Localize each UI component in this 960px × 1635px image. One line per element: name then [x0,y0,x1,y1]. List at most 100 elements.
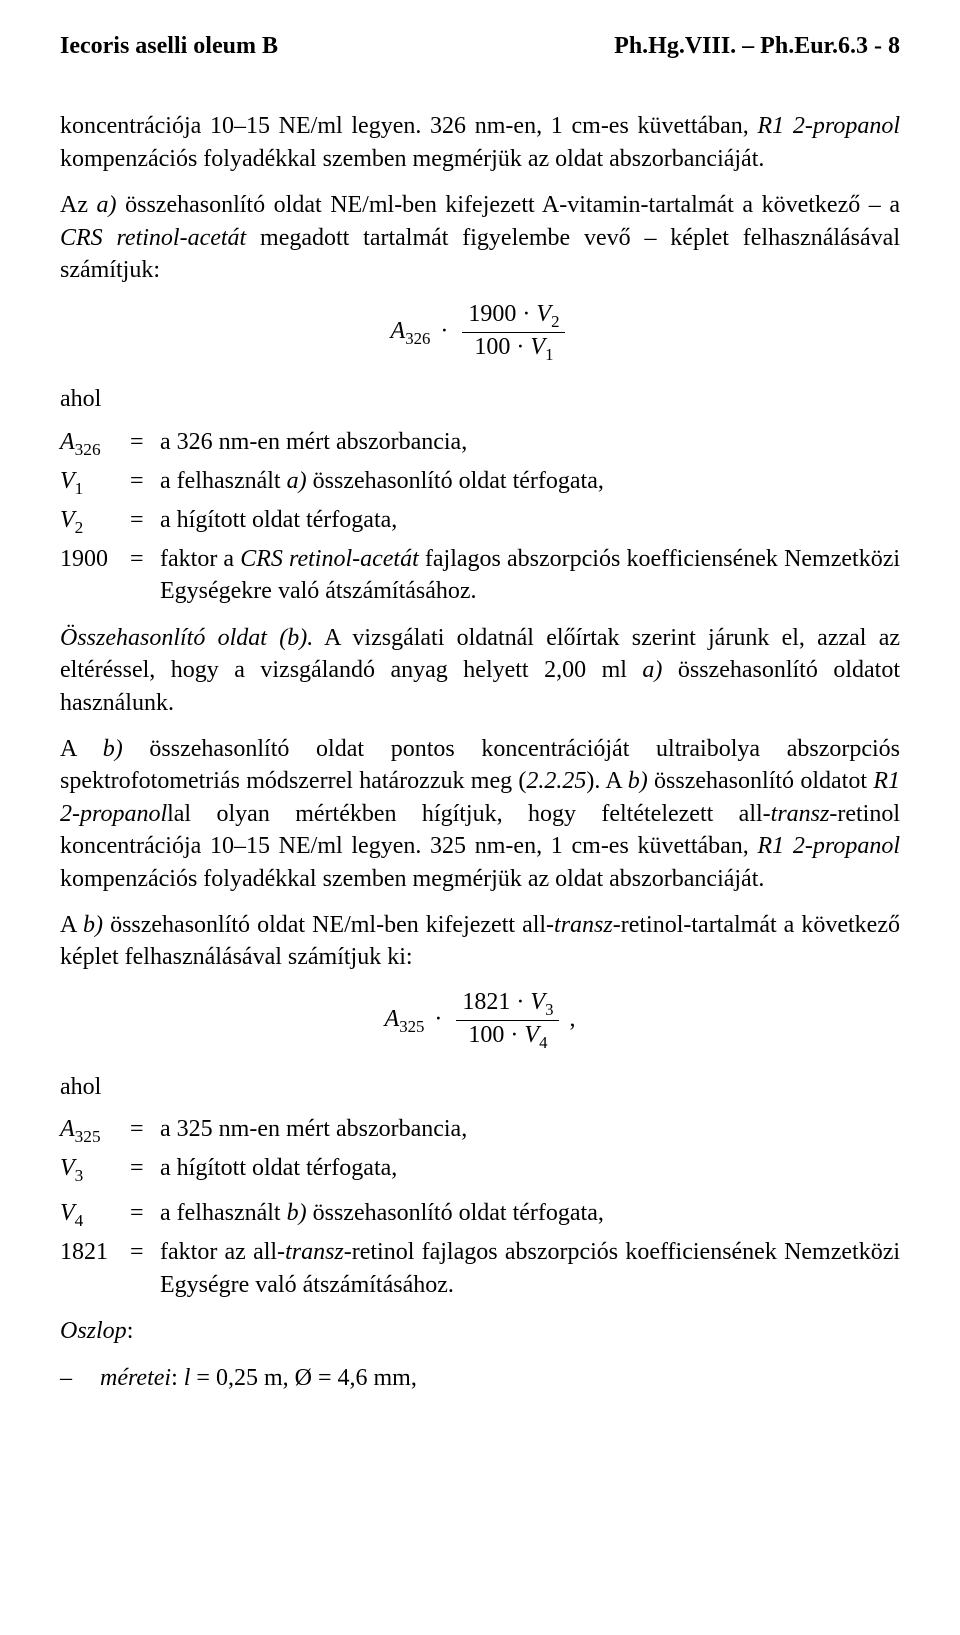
def1-r1-sym: A [60,429,75,455]
def1-r4-txt-a: faktor a [160,546,240,572]
header-left: Iecoris aselli oleum B [60,30,278,62]
def2-row1: A325 = a 325 nm-en mért abszorbancia, [60,1113,900,1148]
def2-r2-eq: = [130,1152,160,1184]
def2-r1-txt: a 325 nm-en mért abszorbancia, [160,1113,900,1145]
def1-r3-txt: a hígított oldat térfogata, [160,504,900,536]
formula1-frac: 1900 · V2 100 · V1 [462,300,565,365]
page: Iecoris aselli oleum B Ph.Hg.VIII. – Ph.… [0,0,960,1635]
def1-row3: V2 = a hígított oldat térfogata, [60,504,900,539]
page-header: Iecoris aselli oleum B Ph.Hg.VIII. – Ph.… [60,30,900,62]
list-item-1: – méretei: l = 0,25 m, Ø = 4,6 mm, [60,1362,900,1394]
formula1-dot: · [440,318,448,344]
def1-r4-eq: = [130,543,160,575]
p4-g: összehasonlító oldatot [648,768,874,794]
def1-row1: A326 = a 326 nm-en mért abszorbancia, [60,426,900,461]
p2-d: CRS retinol-acetát [60,225,246,251]
formula2-den-sub: 4 [539,1032,547,1051]
formula2-tail: , [569,1006,575,1032]
def1-r4-sym: 1900 [60,546,108,572]
def2-row2: V3 = a hígított oldat térfogata, [60,1152,900,1187]
def2-r1-sym: A [60,1116,75,1142]
li-b: : [171,1365,184,1391]
p2-b: a) [97,192,117,218]
where-1: ahol [60,383,900,415]
p5-d: transz [554,912,613,938]
p4-a: A [60,736,103,762]
formula2-lhs-sym: A [385,1006,400,1032]
formula1-num-sym: V [536,301,551,327]
def2-r4-txt-b: transz [285,1239,344,1265]
p4-e: ). A [586,768,627,794]
formula2-num-sym: V [530,989,545,1015]
def1-r2-sym: V [60,468,75,494]
oszlop-colon: : [127,1318,134,1344]
where-2: ahol [60,1071,900,1103]
p4-l: R1 2-propanol [758,833,900,859]
def2-r3-txt-a: a felhasznált [160,1200,287,1226]
formula2-lhs-sub: 325 [399,1016,424,1035]
p4-j: transz [771,801,830,827]
p3-c: a) [642,657,662,683]
p4-m: kompenzációs folyadékkal szemben megmérj… [60,866,764,892]
def2-r3-sym: V [60,1200,75,1226]
defs-1: A326 = a 326 nm-en mért abszorbancia, V1… [60,426,900,608]
formula1-num-a: 1900 · [468,301,536,327]
paragraph-2: Az a) összehasonlító oldat NE/ml-ben kif… [60,189,900,286]
def1-r2-sub: 1 [75,479,84,498]
def2-r2-sym: V [60,1155,75,1181]
def2-r4-sym: 1821 [60,1239,108,1265]
p1-a: koncentrációja 10–15 NE/ml legyen. 326 n… [60,113,758,139]
def1-r2-txt-c: összehasonlító oldat térfogata, [307,468,604,494]
def2-r4-txt-a: faktor az all- [160,1239,285,1265]
paragraph-5: A b) összehasonlító oldat NE/ml-ben kife… [60,909,900,974]
formula1-den-a: 100 · [474,334,530,360]
def2-r1-eq: = [130,1113,160,1145]
def2-r2-sub: 3 [75,1166,84,1185]
li-d: = 0,25 m, Ø = 4,6 mm, [190,1365,416,1391]
def2-r3-eq: = [130,1197,160,1229]
formula2-num-a: 1821 · [462,989,530,1015]
paragraph-4: A b) összehasonlító oldat pontos koncent… [60,733,900,895]
formula2-dot: · [434,1006,442,1032]
formula1-den-sym: V [530,334,545,360]
formula1-lhs-sym: A [391,318,406,344]
p2-a: Az [60,192,97,218]
def1-r1-eq: = [130,426,160,458]
formula2-den-a: 100 · [468,1022,524,1048]
def1-row2: V1 = a felhasznált a) összehasonlító old… [60,465,900,500]
p5-b: b) [83,912,103,938]
def1-row4: 1900 = faktor a CRS retinol-acetát fajla… [60,543,900,608]
formula-2: A325 · 1821 · V3 100 · V4 , [60,988,900,1053]
p2-c: összehasonlító oldat NE/ml-ben kifejezet… [117,192,900,218]
def2-row3: V4 = a felhasznált b) összehasonlító old… [60,1197,900,1232]
def2-r2-txt: a hígított oldat térfogata, [160,1152,900,1184]
def1-r3-sym: V [60,507,75,533]
def2-row4: 1821 = faktor az all-transz-retinol fajl… [60,1236,900,1301]
p1-c: kompenzációs folyadékkal szemben megmérj… [60,146,764,172]
def1-r3-eq: = [130,504,160,536]
p5-c: összehasonlító oldat NE/ml-ben kifejezet… [103,912,554,938]
header-right: Ph.Hg.VIII. – Ph.Eur.6.3 - 8 [614,30,900,62]
formula1-lhs-sub: 326 [405,329,430,348]
p1-b: R1 2-propanol [758,113,900,139]
formula1-num-sub: 2 [551,312,559,331]
paragraph-1: koncentrációja 10–15 NE/ml legyen. 326 n… [60,110,900,175]
def1-r3-sub: 2 [75,518,84,537]
def2-r3-sub: 4 [75,1211,84,1230]
p5-a: A [60,912,83,938]
p4-i: lal olyan mértékben hígítjuk, hogy felté… [167,801,771,827]
oszlop-label: Oszlop: [60,1315,900,1347]
p4-f: b) [628,768,648,794]
p3-a: Összehasonlító oldat (b). [60,625,313,651]
p4-d: 2.2.25 [526,768,586,794]
oszlop-word: Oszlop [60,1318,127,1344]
formula2-den-sym: V [524,1022,539,1048]
def2-r3-txt-b: b) [287,1200,307,1226]
defs-2: A325 = a 325 nm-en mért abszorbancia, V3… [60,1113,900,1301]
formula2-num-sub: 3 [545,1000,553,1019]
def2-r4-eq: = [130,1236,160,1268]
def2-r3-txt-c: összehasonlító oldat térfogata, [307,1200,604,1226]
def1-r1-txt: a 326 nm-en mért abszorbancia, [160,426,900,458]
formula2-frac: 1821 · V3 100 · V4 [456,988,559,1053]
def1-r1-sub: 326 [75,439,101,458]
